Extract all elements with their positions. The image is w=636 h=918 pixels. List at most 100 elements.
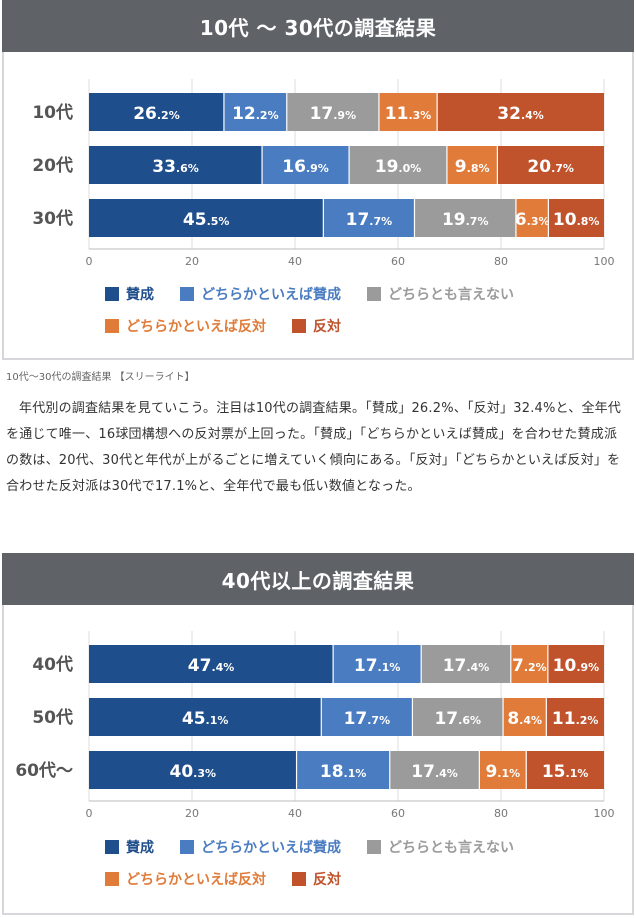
bar-segment: [548, 199, 604, 237]
chart-legend: 賛成 どちらかといえば賛成 どちらとも言えないどちらかといえば反対 反対: [105, 284, 625, 348]
bar-segment: [378, 93, 438, 131]
legend-swatch: [105, 840, 119, 854]
x-tick-label: 40: [288, 255, 302, 268]
x-tick-label: 20: [185, 255, 199, 268]
data-label: 45.5%: [183, 210, 230, 230]
data-label: 19.7%: [442, 210, 489, 230]
x-tick-label: 80: [494, 255, 508, 268]
bar-segment: [89, 751, 297, 789]
figure-caption: 10代〜30代の調査結果 【スリーライト】: [6, 372, 195, 383]
legend-item: 反対: [292, 869, 341, 889]
legend-swatch: [105, 872, 119, 886]
chart-title: 10代 ～ 30代の調査結果: [2, 0, 634, 52]
data-label: 9.1%: [485, 762, 520, 782]
bar-segment: [503, 698, 547, 736]
data-label: 17.9%: [310, 104, 357, 124]
bar-segment: [515, 199, 549, 237]
data-label: 16.9%: [282, 157, 329, 177]
legend-swatch: [180, 840, 194, 854]
data-label: 9.8%: [455, 157, 490, 177]
legend-label: 賛成: [126, 840, 154, 856]
bar-segment: [421, 645, 511, 683]
category-label: 10代: [32, 102, 73, 123]
legend-row: どちらかといえば反対 反対: [105, 869, 625, 889]
legend-label: どちらとも言えない: [388, 287, 514, 303]
data-label: 18.1%: [320, 762, 367, 782]
legend-item: どちらかといえば賛成: [180, 837, 341, 857]
data-label: 7.2%: [512, 656, 547, 676]
category-label: 40代: [32, 654, 73, 675]
data-label: 33.6%: [152, 157, 199, 177]
legend-swatch: [367, 840, 381, 854]
bar-segment: [526, 751, 604, 789]
legend-swatch: [292, 872, 306, 886]
legend-swatch: [180, 287, 194, 301]
bar-segment: [479, 751, 527, 789]
legend-item: どちらかといえば反対: [105, 316, 266, 336]
data-label: 11.2%: [552, 709, 599, 729]
category-label: 30代: [32, 208, 73, 229]
category-label: 60代～: [15, 760, 73, 781]
legend-label: 反対: [313, 319, 341, 335]
data-label: 10.8%: [553, 210, 600, 230]
legend-label: どちらかといえば賛成: [201, 287, 341, 303]
chart-figure-2: 40代以上の調査結果 0 20 40 60 80 100 40代 47.4% 17.1% 17.4…: [0, 553, 636, 915]
bar-segment: [349, 146, 447, 184]
data-label: 11.3%: [385, 104, 432, 124]
article-paragraph: 年代別の調査結果を見ていこう。注目は10代の調査結果。「賛成」26.2%、「反対…: [6, 401, 622, 494]
legend-row: どちらかといえば反対 反対: [105, 316, 625, 336]
chart-title: 40代以上の調査結果: [2, 553, 634, 605]
data-label: 17.6%: [434, 709, 481, 729]
legend-label: どちらかといえば賛成: [201, 840, 341, 856]
data-label: 32.4%: [497, 104, 544, 124]
bar-segment: [497, 146, 604, 184]
bar-segment: [333, 645, 422, 683]
legend-item: どちらかといえば反対: [105, 869, 266, 889]
bar-segment: [510, 645, 548, 683]
legend-item: 賛成: [105, 837, 154, 857]
data-label: 10.9%: [553, 656, 600, 676]
legend-label: どちらかといえば反対: [126, 872, 266, 888]
data-label: 8.4%: [507, 709, 542, 729]
bar-segment: [321, 698, 413, 736]
x-tick-label: 0: [86, 255, 93, 268]
x-tick-label: 100: [594, 255, 615, 268]
stacked-bar-chart: 0 20 40 60 80 100 40代 47.4% 17.1% 17.4% 7.2% 10.9% 5…: [15, 631, 615, 820]
data-label: 17.1%: [354, 656, 401, 676]
bar-segment: [286, 93, 379, 131]
x-tick-label: 100: [594, 807, 615, 820]
x-tick-label: 80: [494, 807, 508, 820]
legend-item: どちらかといえば賛成: [180, 284, 341, 304]
data-label: 26.2%: [133, 104, 180, 124]
legend-label: 賛成: [126, 287, 154, 303]
bar-segment: [89, 93, 224, 131]
bar-segment: [446, 146, 498, 184]
stacked-bar-chart: 0 20 40 60 80 100 10代 26.2% 12.2% 17.9% 11.3% 32.4%…: [32, 79, 615, 268]
data-label: 47.4%: [188, 656, 235, 676]
data-label: 19.0%: [375, 157, 422, 177]
x-tick-label: 60: [391, 807, 405, 820]
bar-segment: [323, 199, 415, 237]
data-label: 17.4%: [443, 656, 490, 676]
bar-segment: [546, 698, 604, 736]
bar-segment: [389, 751, 480, 789]
legend-swatch: [367, 287, 381, 301]
bar-segment: [89, 199, 324, 237]
legend-item: 賛成: [105, 284, 154, 304]
data-label: 15.1%: [542, 762, 589, 782]
bar-segment: [223, 93, 287, 131]
x-tick-label: 20: [185, 807, 199, 820]
data-label: 20.7%: [527, 157, 574, 177]
legend-row: 賛成 どちらかといえば賛成 どちらとも言えない: [105, 837, 625, 857]
legend-swatch: [105, 287, 119, 301]
chart-figure-1: 10代 ～ 30代の調査結果 0 20 40 60 80 100 10代 26.2% 12.2%…: [0, 0, 636, 360]
x-tick-label: 60: [391, 255, 405, 268]
legend-label: どちらとも言えない: [388, 840, 514, 856]
bar-segment: [89, 645, 334, 683]
bar-segment: [547, 645, 604, 683]
legend-swatch: [292, 319, 306, 333]
legend-item: 反対: [292, 316, 341, 336]
bar-segment: [296, 751, 390, 789]
data-label: 45.1%: [182, 709, 229, 729]
legend-label: どちらかといえば反対: [126, 319, 266, 335]
